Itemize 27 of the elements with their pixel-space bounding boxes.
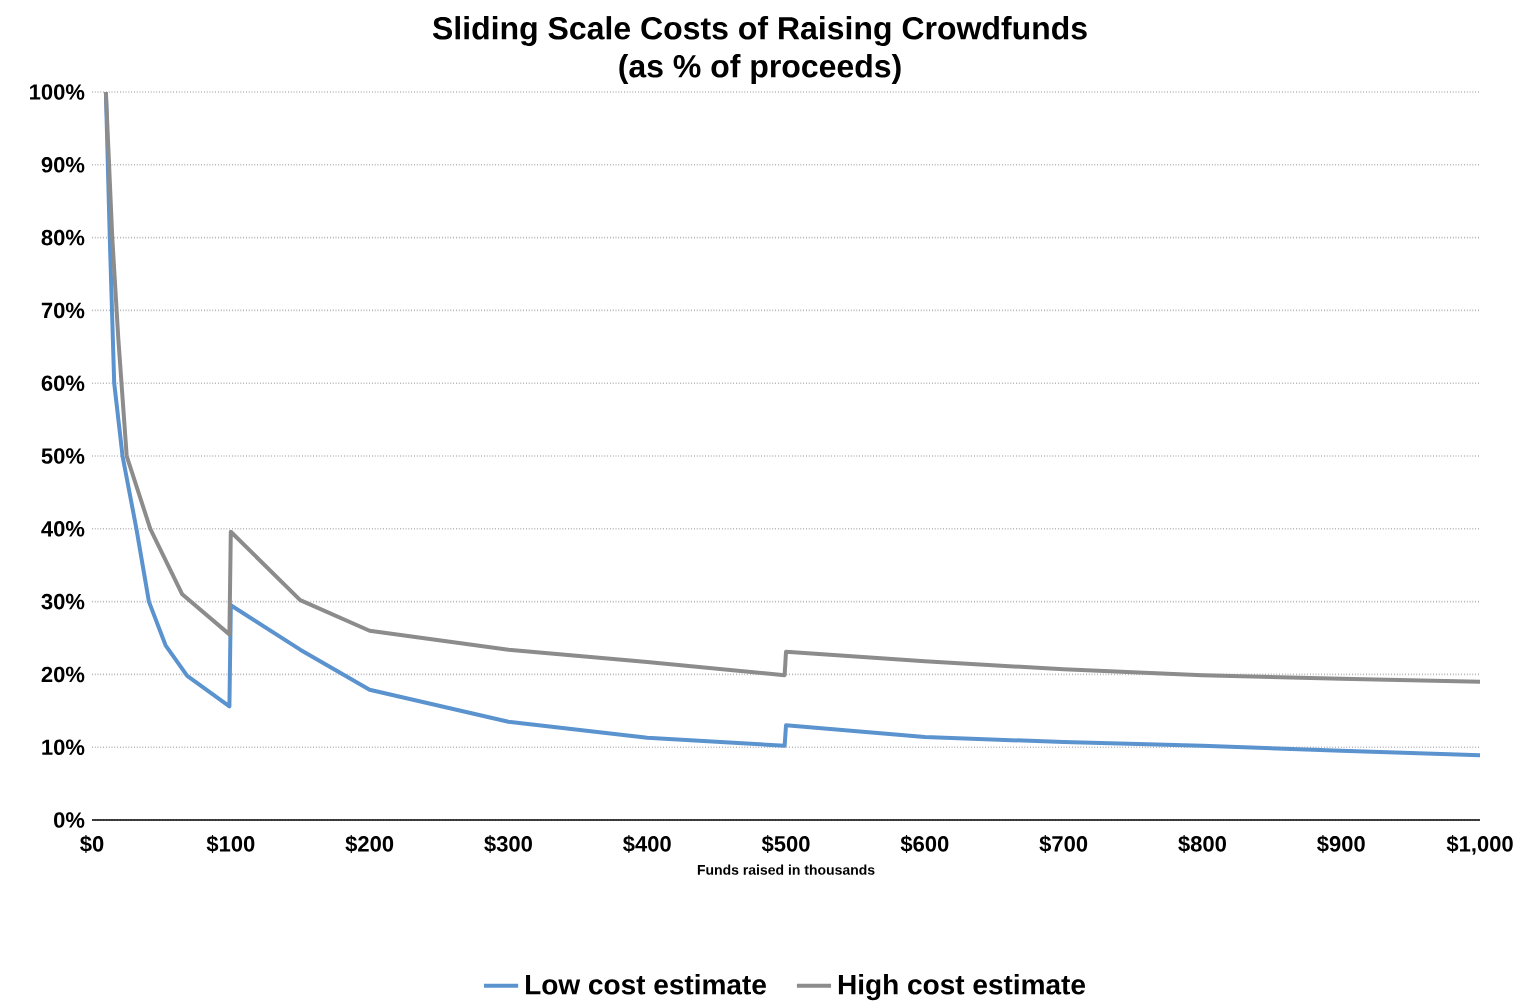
y-tick-label: 30% [41,593,85,610]
x-tick-label: $500 [761,834,810,853]
y-tick-label: 80% [41,229,85,246]
x-axis-title: Funds raised in thousands [697,864,875,875]
y-tick-label: 100% [30,84,85,100]
y-tick-label: 50% [41,448,85,464]
chart-subtitle: (as % of proceeds) [619,53,901,84]
y-tick-label: 0% [54,812,85,828]
x-tick-label: $300 [484,834,532,853]
y-tick-label: 70% [41,302,85,319]
legend-label: High cost estimate [838,973,1086,1001]
x-tick-label: $600 [900,834,949,853]
y-tick-label: 60% [41,375,85,391]
y-tick-label: 20% [41,666,85,683]
x-tick-label: $800 [1178,834,1226,853]
x-tick-label: $700 [1039,834,1088,853]
x-tick-label: $200 [345,834,394,853]
chart-title: Sliding Scale Costs of Raising Crowdfunds [432,15,1087,46]
x-tick-label: $400 [623,834,671,853]
x-tick-label: $1,000 [1446,834,1513,855]
x-tick-label: $900 [1317,834,1365,853]
x-tick-label: $100 [206,834,255,853]
y-tick-label: 90% [41,156,85,173]
y-tick-label: 10% [42,739,85,755]
y-tick-label: 40% [41,520,85,537]
legend-label: Low cost estimate [526,973,766,995]
x-tick-label: $0 [80,834,104,853]
